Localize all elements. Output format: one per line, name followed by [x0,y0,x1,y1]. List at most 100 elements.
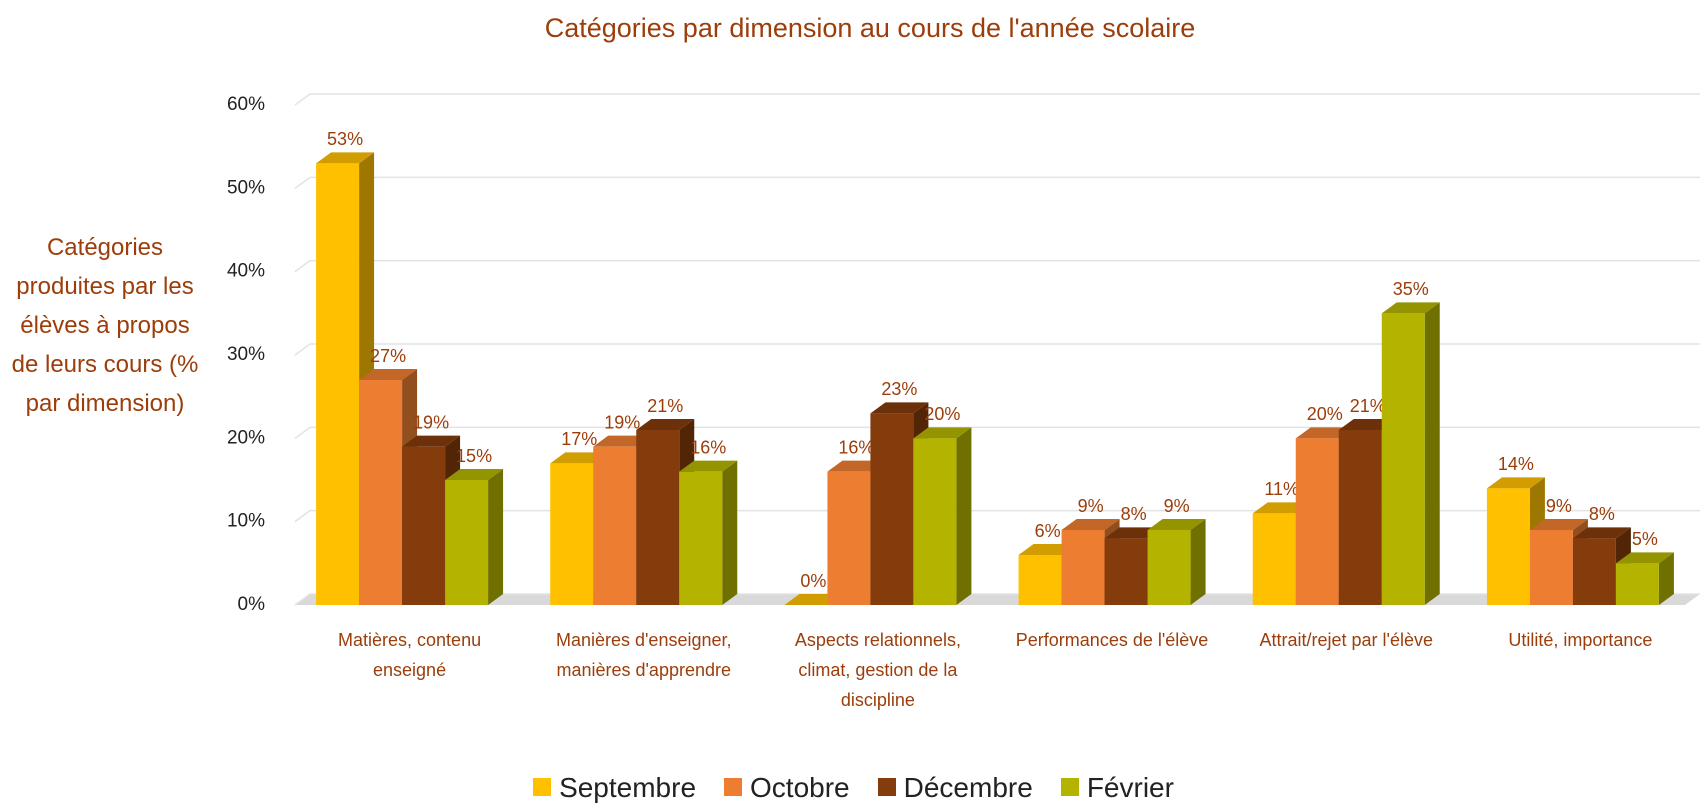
bar-top [402,435,461,447]
legend-item: Décembre [877,772,1033,804]
bar-top [445,469,504,480]
legend-label: Décembre [903,772,1033,803]
data-label: 9% [1078,496,1104,516]
legend-item: Février [1060,772,1174,804]
data-label: 17% [561,429,597,449]
bar-top [1381,302,1440,314]
x-tick-label: Matières, contenu enseigné [338,630,482,680]
y-tick-label: 40% [227,261,265,282]
bar [1572,538,1616,605]
bar-top [1615,552,1674,564]
bar-top [316,152,375,164]
data-label: 14% [1498,454,1534,474]
legend-swatch [724,778,743,796]
data-label: 8% [1589,504,1615,524]
bar [359,380,403,605]
legend-item: Septembre [533,772,696,804]
grid-line [294,343,1700,356]
bar-top [1061,519,1120,530]
y-tick-label: 30% [227,344,265,365]
data-label: 27% [370,346,406,366]
x-tick-label: Manières d'enseigner, manières d'apprend… [555,630,732,680]
bar [1252,513,1296,605]
bar [679,471,723,605]
bar-top [913,427,972,439]
legend-swatch [1060,778,1079,796]
bar [316,163,360,606]
grid-line [294,509,1700,523]
bar [1486,488,1530,605]
bar [913,438,957,605]
legend-swatch [533,778,552,796]
bar [1338,430,1382,605]
bar [1061,530,1105,605]
bar-top [870,402,929,414]
data-label: 9% [1164,496,1190,516]
data-label: 19% [413,412,449,432]
legend-item: Octobre [724,772,850,804]
y-axis-label: Catégories produites par les élèves à pr… [11,234,199,417]
x-tick-label: Utilité, importance [1508,630,1653,650]
x-tick-label: Attrait/rejet par l'élève [1259,630,1433,650]
data-label: 21% [1350,396,1386,416]
y-tick-label: 20% [227,427,265,448]
legend-label: Février [1086,772,1174,803]
bar [550,463,594,605]
y-tick-label: 50% [227,177,265,198]
data-label: 20% [1307,404,1343,424]
legend-label: Octobre [750,772,850,803]
data-label: 23% [881,379,917,399]
chart-title: Catégories par dimension au cours de l'a… [545,13,1196,43]
bar [402,446,446,605]
data-label: 19% [604,412,640,432]
legend-swatch [877,778,896,796]
bar [1615,563,1659,605]
x-tick-label: Performances de l'élève [1015,630,1209,650]
legend: Septembre Octobre Décembre Février [0,772,1707,804]
bar [1104,538,1148,605]
data-label: 9% [1546,496,1572,516]
bar-top [359,369,418,380]
bar-side [1424,302,1440,605]
bar-top [1529,519,1588,530]
data-label: 53% [327,129,363,149]
grid-line [294,426,1700,439]
data-label: 16% [690,437,726,457]
bar-side [956,427,972,605]
bar-top [1486,477,1545,489]
bar [1381,313,1425,605]
grid-line [294,593,1700,606]
data-label: 35% [1393,279,1429,299]
bar [1147,530,1191,605]
bar [445,480,489,605]
bar-top [1147,519,1206,530]
x-tick-label: Aspects relationnels, climat, gestion de… [794,630,961,710]
y-tick-label: 10% [227,511,265,532]
grid-line [294,93,1700,106]
grid-line [294,176,1700,189]
grid-line [294,259,1700,273]
bar-side [722,460,738,605]
bar-top [636,419,695,430]
bar [593,446,637,605]
data-label: 6% [1035,521,1061,541]
data-label: 8% [1121,504,1147,524]
bar [1295,438,1339,605]
data-label: 20% [924,404,960,424]
bar [1529,530,1573,605]
bar-top [679,460,738,472]
y-tick-label: 60% [227,94,265,115]
y-tick-label: 0% [238,594,266,615]
data-label: 5% [1632,529,1658,549]
bar [870,413,914,605]
bar [636,430,680,605]
data-label: 15% [456,446,492,466]
data-label: 11% [1264,479,1299,499]
data-label: 0% [800,571,826,591]
data-label: 21% [647,396,683,416]
bar [1018,555,1062,605]
bar [827,471,871,605]
legend-label: Septembre [559,772,697,803]
